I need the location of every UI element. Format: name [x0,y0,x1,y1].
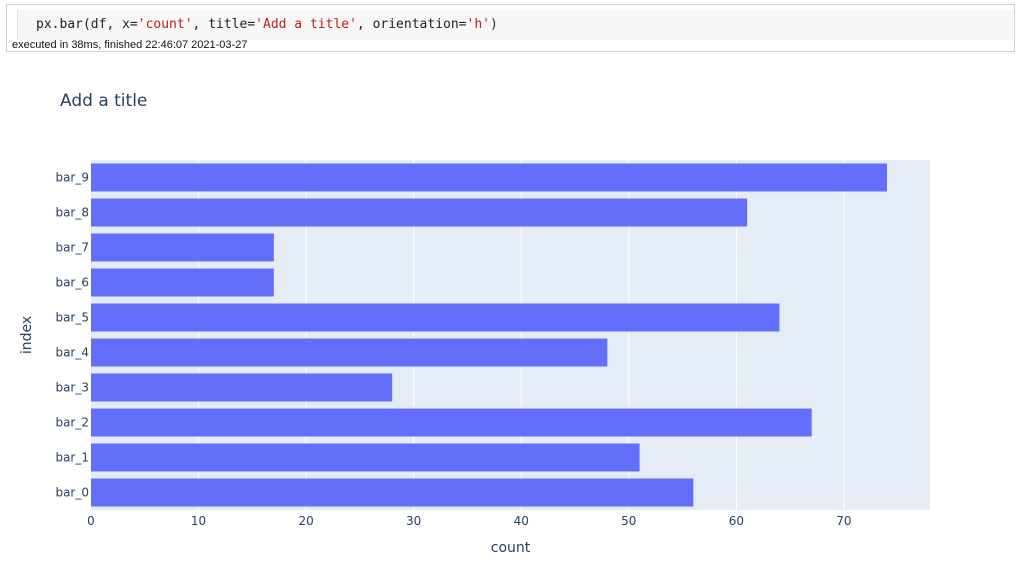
y-tick-label: bar_0 [55,486,89,500]
code-line[interactable]: px.bar(df, x='count', title='Add a title… [36,16,498,34]
bar-bar-9[interactable] [91,163,887,192]
y-tick-label: bar_7 [55,241,89,255]
y-tick-label: bar_4 [55,346,89,360]
code-sep1: , title= [192,17,256,32]
notebook-cell[interactable]: px.bar(df, x='count', title='Add a title… [6,4,1015,52]
y-axis-label: index [19,316,35,354]
code-end: ) [489,17,498,32]
code-title-arg: 'Add a title' [255,17,357,32]
x-tick-label: 20 [298,514,313,528]
y-tick-label: bar_8 [55,206,89,220]
y-tick-label: bar_5 [55,311,89,325]
x-axis-label: count [491,540,531,556]
code-input-area[interactable]: px.bar(df, x='count', title='Add a title… [17,10,1013,40]
x-tick-label: 70 [836,514,851,528]
bar-bar-0[interactable] [91,478,694,507]
bar-bar-1[interactable] [91,443,640,472]
bar-bar-2[interactable] [91,408,812,437]
bars [91,163,887,507]
bar-bar-7[interactable] [91,233,274,262]
y-tick-label: bar_9 [55,171,89,185]
y-tick-labels: bar_0 bar_1 bar_2 bar_3 bar_4 bar_5 bar_6 bar_7… [55,171,89,500]
code-orient-arg: 'h' [466,17,490,32]
bar-bar-6[interactable] [91,268,274,297]
bar-bar-4[interactable] [91,338,608,367]
y-tick-label: bar_2 [55,416,89,430]
code-fn: px.bar(df, x= [36,17,138,32]
y-tick-label: bar_1 [55,451,89,465]
x-tick-label: 40 [514,514,529,528]
y-tick-label: bar_6 [55,276,89,290]
x-tick-label: 10 [191,514,206,528]
code-sep2: , orientation= [356,17,467,32]
x-tick-labels: 0 10 20 30 40 50 60 70 [87,514,851,528]
bar-bar-5[interactable] [91,303,780,332]
x-tick-label: 0 [87,514,95,528]
execution-status: executed in 38ms, finished 22:46:07 2021… [12,39,248,51]
bar-bar-3[interactable] [91,373,393,402]
bar-bar-8[interactable] [91,198,748,227]
chart-title: Add a title [60,91,148,111]
x-tick-label: 50 [621,514,636,528]
x-tick-label: 60 [729,514,744,528]
x-tick-label: 30 [406,514,421,528]
y-tick-label: bar_3 [55,381,89,395]
code-x-arg: 'count' [137,17,193,32]
